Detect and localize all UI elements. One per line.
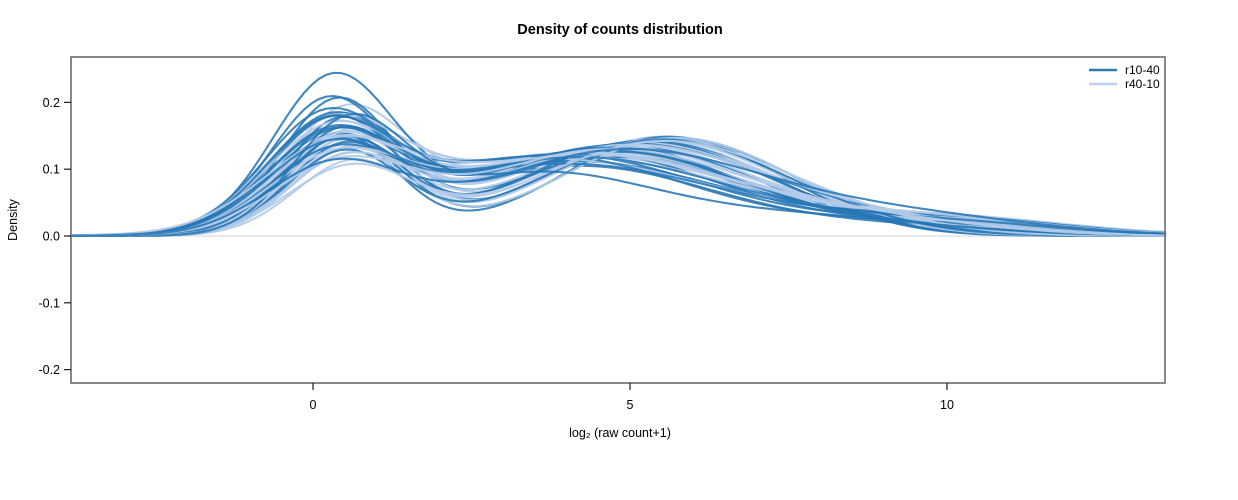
y-tick-label: -0.2 <box>38 363 60 377</box>
y-tick-label: 0.0 <box>43 230 60 244</box>
y-axis-label: Density <box>6 198 20 240</box>
x-tick-label: 5 <box>627 398 634 412</box>
chart-title: Density of counts distribution <box>517 22 722 38</box>
legend-label-r10-40: r10-40 <box>1125 63 1160 77</box>
density-curve-r10-40 <box>69 112 1167 238</box>
legend-label-r40-10: r40-10 <box>1125 77 1160 91</box>
density-curve-r40-10 <box>69 146 1167 237</box>
y-tick-label: -0.1 <box>38 296 60 310</box>
density-curve-r10-40 <box>69 147 1167 237</box>
axis-ticks-group: 0 5 10 0.2 0.1 0.0 -0.1 -0.2 <box>38 96 954 412</box>
x-tick-label: 0 <box>310 398 317 412</box>
x-tick-label: 10 <box>940 398 954 412</box>
y-tick-label: 0.2 <box>43 96 60 110</box>
density-curves-group <box>69 71 1167 238</box>
x-axis-label: log₂ (raw count+1) <box>569 426 671 440</box>
y-tick-label: 0.1 <box>43 163 60 177</box>
density-curve-r40-10 <box>69 139 1167 238</box>
plot-border <box>70 56 1166 384</box>
density-curve-r10-40 <box>69 138 1167 237</box>
